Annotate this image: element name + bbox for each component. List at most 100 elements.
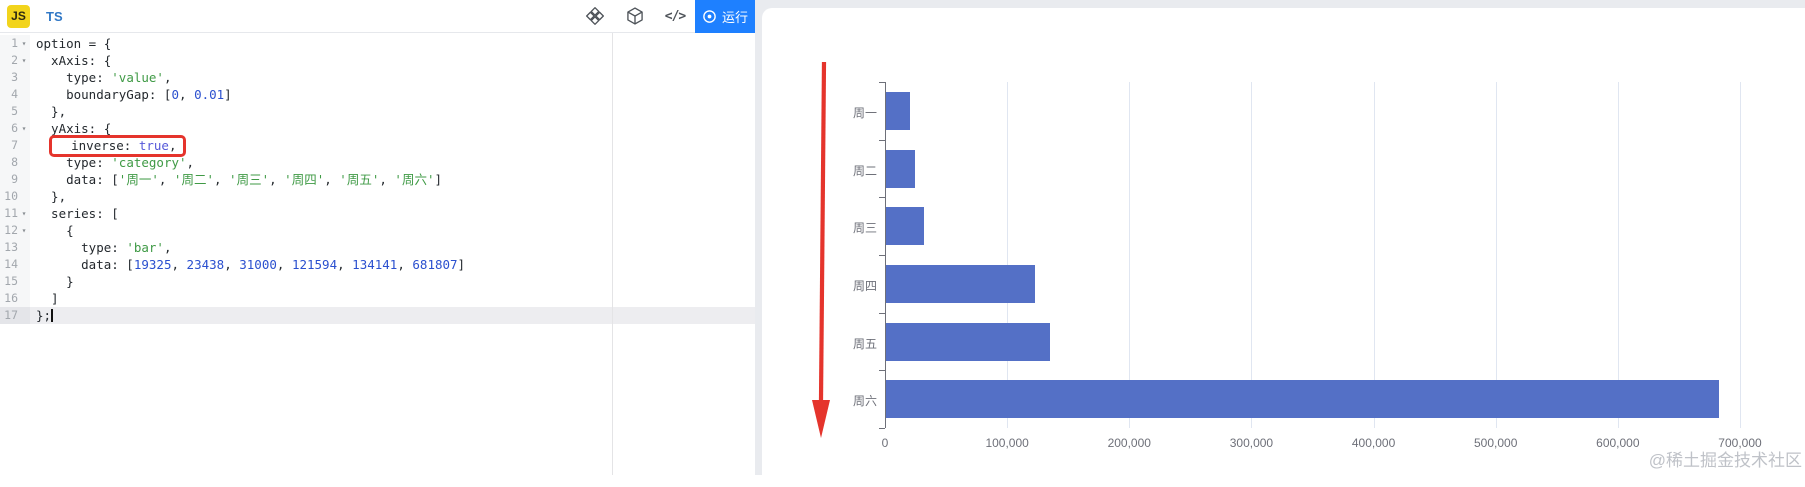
- code-line[interactable]: 12 ▾ {: [0, 222, 755, 239]
- code-token: option = {: [36, 36, 112, 51]
- code-token: ,: [337, 257, 353, 272]
- code-token: yAxis: {: [36, 121, 112, 136]
- code-line[interactable]: 9 data: ['周一', '周二', '周三', '周四', '周五', '…: [0, 171, 755, 188]
- code-line[interactable]: 4 boundaryGap: [0, 0.01]: [0, 86, 755, 103]
- code-token: '周五': [339, 172, 380, 187]
- x-axis-label: 500,000: [1474, 436, 1518, 450]
- line-number: 16: [4, 291, 18, 305]
- line-number: 4: [11, 87, 18, 101]
- fold-spacer: [18, 256, 30, 273]
- line-gutter: 12 ▾: [0, 222, 30, 239]
- code-line[interactable]: 16 ]: [0, 290, 755, 307]
- line-number: 7: [11, 138, 18, 152]
- code-token: '周一': [118, 172, 159, 187]
- line-gutter: 10: [0, 188, 30, 205]
- tab-js[interactable]: JS: [7, 4, 30, 28]
- bar-周三[interactable]: [886, 207, 924, 246]
- code-text: },: [30, 188, 66, 205]
- bar-周一[interactable]: [886, 91, 910, 130]
- y-axis-label: 周三: [852, 221, 877, 236]
- code-line[interactable]: 7 inverse: true,: [0, 135, 755, 157]
- code-token: ,: [276, 257, 292, 272]
- fold-spacer: [18, 86, 30, 103]
- line-gutter: 5: [0, 103, 30, 120]
- code-text: {: [30, 222, 74, 239]
- gridline: [1740, 82, 1741, 428]
- x-axis-label: 400,000: [1351, 436, 1396, 450]
- code-line[interactable]: 1 ▾ option = {: [0, 35, 755, 52]
- code-line[interactable]: 17};: [0, 307, 755, 324]
- line-number: 15: [4, 274, 18, 288]
- code-line[interactable]: 8 type: 'category',: [0, 154, 755, 171]
- y-axis-label: 周四: [852, 278, 877, 293]
- code-token: },: [36, 104, 67, 119]
- fold-arrow-icon[interactable]: ▾: [21, 226, 27, 235]
- embed-code-glyph: </>: [664, 8, 687, 24]
- code-text: },: [30, 103, 66, 120]
- code-line[interactable]: 15 }: [0, 273, 755, 290]
- fold-spacer: [18, 188, 30, 205]
- code-text: ]: [30, 290, 59, 307]
- embed-code-icon[interactable]: </>: [655, 0, 695, 33]
- code-text: option = {: [30, 35, 111, 52]
- bar-周四[interactable]: [886, 264, 1035, 303]
- bar-周二[interactable]: [886, 149, 915, 188]
- code-line[interactable]: 2 ▾ xAxis: {: [0, 52, 755, 69]
- x-axis-label: 600,000: [1596, 436, 1640, 450]
- axis-tick: [879, 428, 885, 429]
- line-number: 17: [4, 308, 18, 322]
- axis-tick: [879, 82, 885, 83]
- code-token: boundaryGap: [: [36, 87, 172, 102]
- y-axis-label: 周六: [852, 394, 877, 409]
- line-gutter: 7: [0, 137, 30, 154]
- code-token: ,: [171, 257, 187, 272]
- code-line[interactable]: 13 type: 'bar',: [0, 239, 755, 256]
- run-button-label: 运行: [721, 9, 748, 25]
- code-line[interactable]: 5 },: [0, 103, 755, 120]
- watermark: @稀土掘金技术社区: [1648, 451, 1802, 470]
- line-number: 12: [4, 223, 18, 237]
- code-token: ,: [163, 240, 172, 255]
- run-button[interactable]: 运行: [695, 0, 755, 33]
- gridline: [1129, 82, 1131, 428]
- codesandbox-icon[interactable]: [575, 0, 615, 33]
- gridline: [1007, 82, 1009, 428]
- fold-arrow-icon[interactable]: ▾: [21, 39, 27, 48]
- fold-arrow-icon[interactable]: ▾: [21, 209, 27, 218]
- tab-ts[interactable]: TS: [46, 8, 63, 24]
- fold-spacer: [18, 103, 30, 120]
- code-token: type:: [36, 70, 112, 85]
- code-token: ,: [186, 155, 195, 170]
- y-axis-line: [885, 82, 886, 428]
- line-gutter: 3: [0, 69, 30, 86]
- bar-周六[interactable]: [886, 380, 1719, 419]
- fold-spacer: [18, 154, 30, 171]
- line-number: 14: [4, 257, 18, 271]
- gridline: [1251, 82, 1253, 428]
- code-line[interactable]: 3 type: 'value',: [0, 69, 755, 86]
- code-token: };: [36, 308, 52, 323]
- y-axis-label: 周二: [852, 163, 877, 178]
- axis-tick: [879, 139, 885, 141]
- fold-arrow-icon[interactable]: ▾: [21, 56, 27, 65]
- code-token: data: [: [36, 257, 134, 272]
- line-gutter: 1 ▾: [0, 35, 30, 52]
- code-line[interactable]: 10 },: [0, 188, 755, 205]
- code-token: 23438: [186, 257, 225, 272]
- code-token: 'category': [111, 155, 187, 170]
- code-line[interactable]: 11 ▾ series: [: [0, 205, 755, 222]
- code-area[interactable]: 1 ▾ option = {2 ▾ xAxis: {3 type: 'value', 4…: [0, 33, 755, 475]
- code-token: 0: [171, 87, 179, 102]
- code-token: series: [: [36, 206, 119, 221]
- cube-icon[interactable]: [615, 0, 655, 33]
- code-line[interactable]: 14 data: [19325, 23438, 31000, 121594, 1…: [0, 256, 755, 273]
- code-token: xAxis: {: [36, 53, 112, 68]
- bar-周五[interactable]: [886, 322, 1050, 361]
- code-token: ,: [179, 87, 195, 102]
- y-axis-label: 周一: [852, 105, 877, 120]
- fold-spacer: [18, 137, 30, 154]
- fold-arrow-icon[interactable]: ▾: [21, 124, 27, 133]
- line-number: 1: [11, 36, 18, 50]
- code-line[interactable]: 6 ▾ yAxis: {: [0, 120, 755, 137]
- line-gutter: 17: [0, 307, 30, 324]
